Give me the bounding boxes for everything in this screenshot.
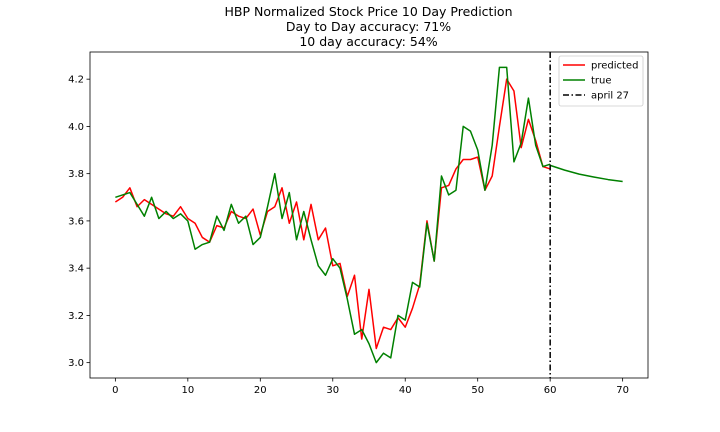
x-tick-label-60: 60	[544, 385, 557, 396]
x-tick-label-10: 10	[181, 385, 194, 396]
y-tick-label-4: 4.0	[68, 122, 84, 133]
series-line-predicted	[114, 78, 551, 350]
legend-label-predicted: predicted	[591, 61, 638, 72]
legend-box	[558, 55, 644, 107]
chart-title: HBP Normalized Stock Price 10 Day Predic…	[224, 4, 512, 49]
x-axis-ticks: 0 10 20 30 40 50 60 70	[112, 378, 629, 396]
legend-label-april-27: april 27	[591, 91, 629, 102]
chart-title-line-2: Day to Day accuracy: 71%	[286, 19, 451, 34]
x-tick-label-40: 40	[399, 385, 412, 396]
x-tick-label-20: 20	[254, 385, 267, 396]
series-layer	[114, 66, 623, 364]
y-tick-label-4.2: 4.2	[68, 75, 84, 86]
chart-title-line-1: HBP Normalized Stock Price 10 Day Predic…	[224, 4, 512, 19]
series-line-true	[115, 66, 551, 364]
x-tick-label-30: 30	[326, 385, 339, 396]
y-axis-ticks: 3.0 3.2 3.4 3.6 3.8 4.0 4.2	[68, 75, 90, 369]
y-tick-label-3.2: 3.2	[68, 311, 84, 322]
y-tick-label-3.8: 3.8	[68, 169, 84, 180]
plot-frame	[89, 51, 649, 379]
x-tick-label-70: 70	[616, 385, 629, 396]
series-line-forecast-2	[549, 164, 623, 183]
x-tick-label-0: 0	[112, 385, 118, 396]
y-tick-label-3.4: 3.4	[68, 264, 84, 275]
legend: predicted true april 27	[558, 55, 644, 107]
y-tick-label-3: 3.0	[68, 358, 84, 369]
x-tick-label-50: 50	[471, 385, 484, 396]
y-tick-label-3.6: 3.6	[68, 216, 84, 227]
legend-label-true: true	[591, 76, 612, 87]
chart-title-line-3: 10 day accuracy: 54%	[299, 34, 437, 49]
